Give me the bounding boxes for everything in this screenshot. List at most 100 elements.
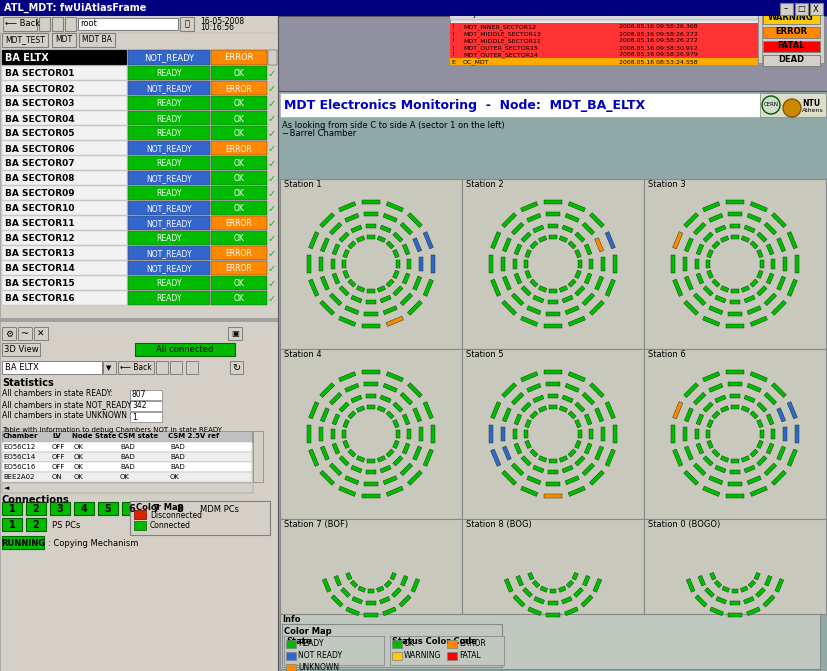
Bar xyxy=(391,640,402,648)
Bar xyxy=(721,586,729,592)
Bar xyxy=(511,393,523,405)
Circle shape xyxy=(782,99,800,117)
Bar xyxy=(670,256,674,272)
Bar xyxy=(643,179,825,349)
Text: !: ! xyxy=(451,52,453,58)
Bar xyxy=(547,601,557,605)
Bar xyxy=(544,370,561,374)
Text: ✓: ✓ xyxy=(268,69,275,79)
Bar xyxy=(399,222,412,235)
Bar xyxy=(2,483,253,493)
Bar xyxy=(2,111,127,125)
Bar xyxy=(366,601,375,605)
Bar xyxy=(672,231,682,249)
Bar xyxy=(529,411,538,419)
Bar xyxy=(740,286,748,292)
Bar xyxy=(320,408,329,422)
Bar xyxy=(682,257,686,271)
Bar xyxy=(319,213,334,227)
Bar xyxy=(526,213,540,222)
Text: BA SECTOR06: BA SECTOR06 xyxy=(5,144,74,154)
Text: Table with Information to debug Chambers NOT in state READY: Table with Information to debug Chambers… xyxy=(2,427,222,433)
Bar xyxy=(719,286,728,292)
Bar xyxy=(347,449,356,457)
Bar xyxy=(547,224,557,228)
Bar xyxy=(705,430,709,437)
Bar xyxy=(524,250,531,258)
Bar xyxy=(708,383,722,393)
Text: 1: 1 xyxy=(131,413,136,421)
Text: 🔍: 🔍 xyxy=(184,19,189,28)
Bar xyxy=(594,276,603,291)
Bar xyxy=(526,306,540,315)
Bar xyxy=(128,291,210,305)
Text: Station 5: Station 5 xyxy=(466,350,503,360)
Bar xyxy=(782,427,786,441)
Bar xyxy=(380,295,390,303)
Bar xyxy=(2,518,22,531)
Bar xyxy=(385,201,403,212)
Text: OK: OK xyxy=(120,474,130,480)
Bar xyxy=(364,212,377,216)
Bar xyxy=(776,238,785,252)
Text: ◄: ◄ xyxy=(4,485,9,491)
Bar xyxy=(743,225,754,233)
Bar xyxy=(692,222,705,235)
Bar xyxy=(643,349,825,519)
Bar xyxy=(706,270,713,278)
Bar xyxy=(410,578,419,592)
Bar xyxy=(380,465,390,473)
Bar xyxy=(704,588,714,597)
Bar xyxy=(523,260,528,268)
Text: Station 2: Station 2 xyxy=(466,180,503,189)
Text: 2008.05.16 09:58:26.272: 2008.05.16 09:58:26.272 xyxy=(619,38,697,44)
Bar xyxy=(3,17,37,31)
Text: ✓: ✓ xyxy=(268,294,275,304)
Bar xyxy=(574,270,581,278)
Text: ✓: ✓ xyxy=(268,144,275,154)
Bar xyxy=(564,476,579,484)
Bar xyxy=(385,316,403,326)
Bar xyxy=(533,225,543,233)
Bar xyxy=(504,578,513,592)
Text: S: S xyxy=(451,9,455,19)
Text: OK: OK xyxy=(233,115,244,123)
Bar xyxy=(577,260,581,268)
Bar xyxy=(0,15,278,33)
Bar xyxy=(2,343,40,356)
Text: ERROR: ERROR xyxy=(225,250,252,258)
Bar xyxy=(763,393,776,405)
Text: Station 8 (BOG): Station 8 (BOG) xyxy=(466,521,531,529)
Bar xyxy=(211,216,266,230)
Bar xyxy=(756,250,762,258)
Text: Station 0 (BOGO): Station 0 (BOGO) xyxy=(648,521,719,529)
Text: Status Color Code: Status Color Code xyxy=(391,637,476,646)
Bar xyxy=(513,595,524,607)
Text: Connected: Connected xyxy=(150,521,191,531)
Text: ▼: ▼ xyxy=(106,365,112,371)
Bar xyxy=(407,301,422,315)
Bar xyxy=(320,276,329,291)
Bar xyxy=(211,246,266,260)
Bar xyxy=(546,312,559,316)
Bar xyxy=(2,141,127,155)
Bar xyxy=(574,402,584,412)
Bar xyxy=(548,459,556,463)
Bar xyxy=(351,295,361,303)
Bar xyxy=(765,273,773,284)
Bar xyxy=(544,494,561,498)
Bar xyxy=(367,235,375,239)
Text: 3D View: 3D View xyxy=(3,346,38,354)
Text: All chambers in state NOT_READY: All chambers in state NOT_READY xyxy=(2,401,131,409)
Bar xyxy=(756,286,766,296)
Bar xyxy=(514,443,521,454)
Bar xyxy=(584,244,591,255)
Bar xyxy=(122,502,141,515)
Bar xyxy=(740,236,748,242)
Text: BA SECTOR14: BA SECTOR14 xyxy=(5,264,74,274)
Bar xyxy=(702,232,712,242)
Text: ✓: ✓ xyxy=(268,204,275,214)
Bar xyxy=(725,324,743,328)
Bar xyxy=(211,156,266,170)
Bar xyxy=(588,259,592,269)
